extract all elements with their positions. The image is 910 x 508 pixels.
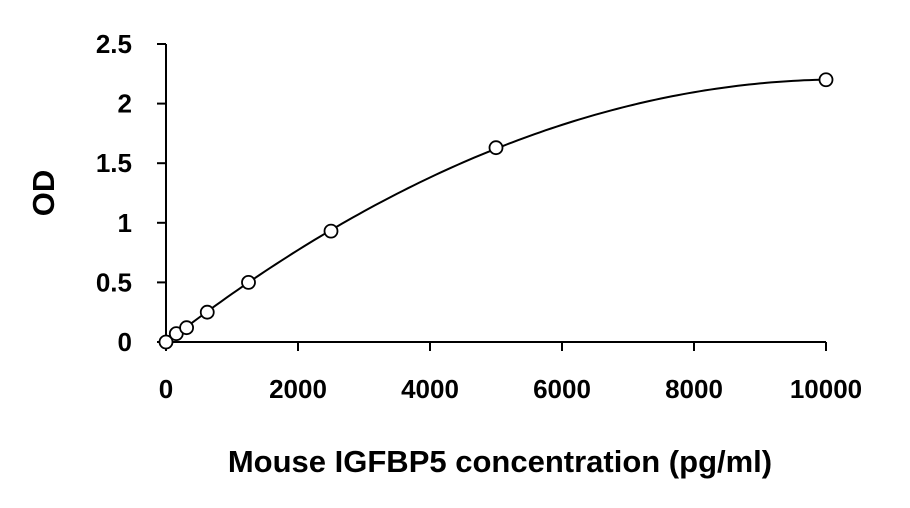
data-point — [179, 320, 194, 336]
y-tick-label: 2.5 — [96, 29, 132, 59]
x-tick-label: 8000 — [665, 374, 723, 404]
x-tick-label: 6000 — [533, 374, 591, 404]
data-point — [199, 304, 215, 320]
x-tick-label: 0 — [159, 374, 173, 404]
data-point — [818, 72, 834, 88]
data-point — [241, 274, 256, 290]
data-point — [323, 223, 339, 239]
ticks — [157, 43, 827, 351]
trend-curve — [165, 78, 827, 344]
y-tick-label: 1.5 — [96, 148, 132, 178]
y-tick-label: 1 — [118, 208, 132, 238]
trend-curve-group — [165, 78, 827, 344]
y-tick-label: 2 — [118, 89, 132, 119]
y-axis-title: OD — [26, 170, 61, 217]
axes — [165, 44, 826, 343]
data-points — [158, 72, 834, 350]
x-axis-title: Mouse IGFBP5 concentration (pg/ml) — [228, 444, 772, 479]
data-point — [488, 140, 504, 156]
x-tick-label: 4000 — [401, 374, 459, 404]
data-point — [158, 334, 174, 350]
y-tick-label: 0.5 — [96, 267, 132, 297]
x-tick-label: 10000 — [790, 374, 862, 404]
y-tick-label: 0 — [118, 327, 132, 357]
x-tick-label: 2000 — [269, 374, 327, 404]
tick-labels: 0 0.5 1 1.5 2 2.5 0 2000 4000 6000 8000 10000 — [96, 29, 862, 404]
